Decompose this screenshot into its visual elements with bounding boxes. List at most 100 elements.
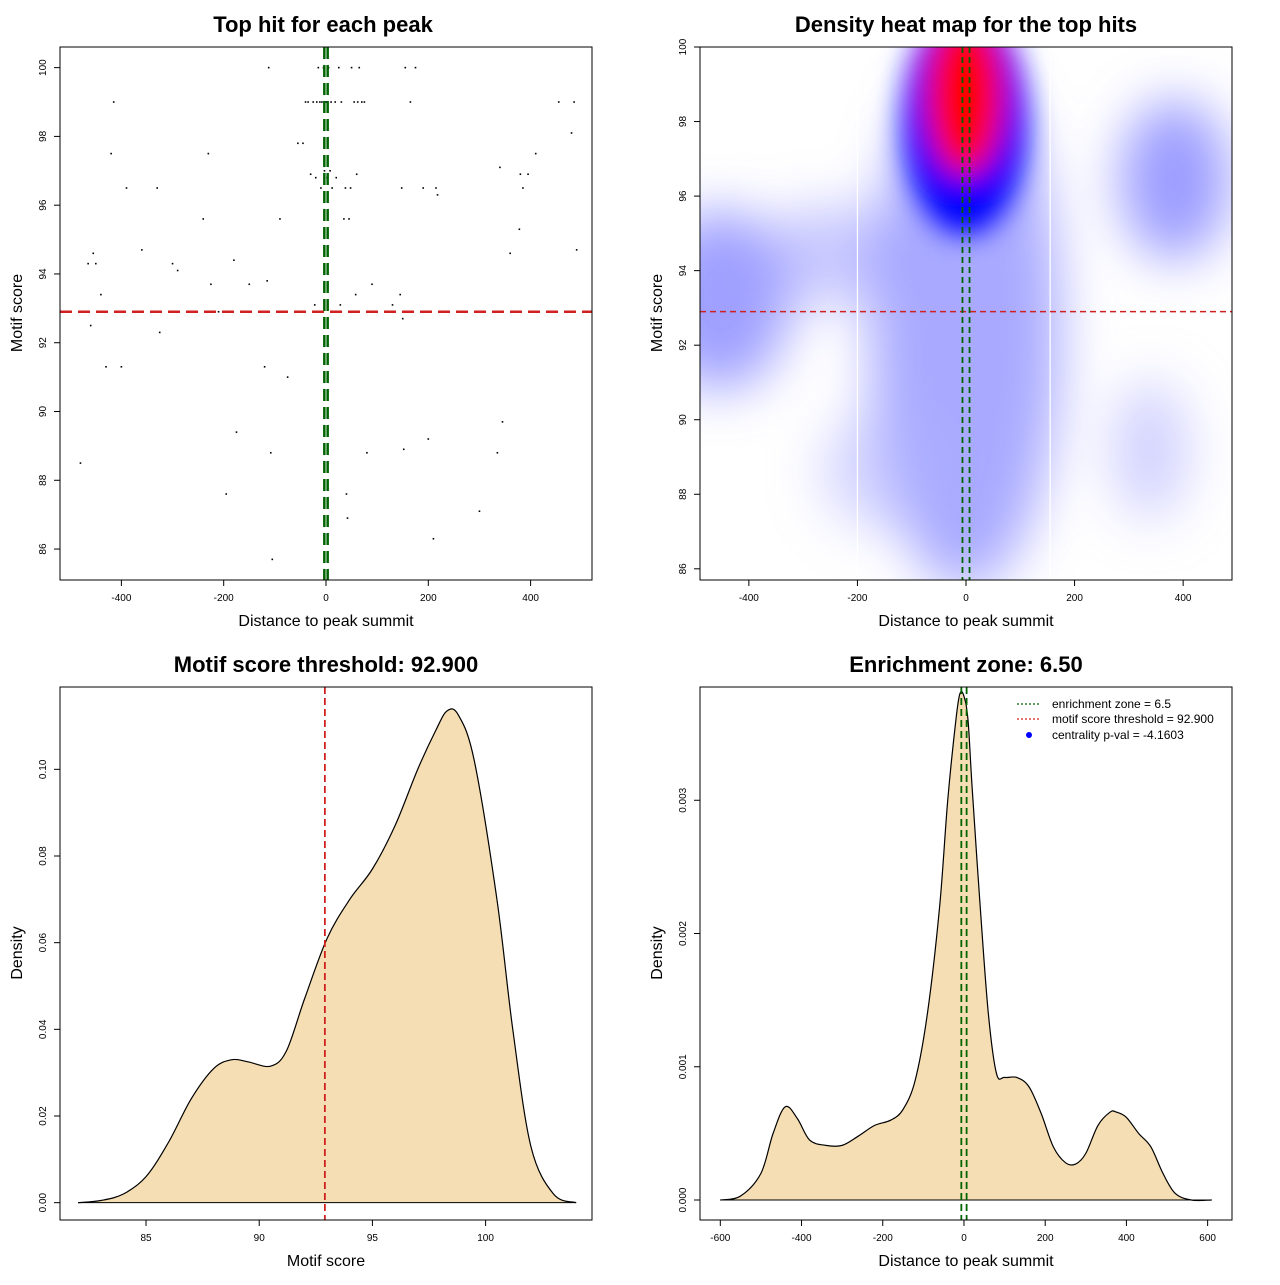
scatter-point: [345, 493, 348, 495]
y-tick-label: 0.002: [678, 921, 689, 946]
y-tick-label: 0.003: [678, 787, 689, 812]
scatter-point: [156, 187, 158, 189]
scatter-point: [315, 101, 318, 103]
distance-density-y-ticks: 0.000 0.001 0.002 0.003: [678, 787, 700, 1213]
scatter-point: [356, 101, 359, 103]
scatter-point: [312, 101, 315, 103]
score-density-marks: [78, 687, 577, 1220]
score-density-x-ticks: 85 90 95 100: [140, 1220, 494, 1244]
panel-heatmap: Density heat map for the top hits: [649, 12, 1233, 630]
scatter-point: [92, 252, 95, 255]
x-tick-label: 0: [961, 1233, 967, 1244]
scatter-y-ticks: 86 88 90 92 94 96 98 100: [38, 59, 60, 555]
x-tick-label: -400: [792, 1233, 812, 1244]
y-tick-label: 88: [38, 474, 49, 486]
scatter-point: [125, 187, 128, 189]
heatmap-title: Density heat map for the top hits: [795, 12, 1137, 37]
y-tick-label: 0.001: [678, 1054, 689, 1079]
x-tick-label: 400: [1118, 1233, 1135, 1244]
scatter-point: [358, 66, 361, 69]
y-tick-label: 86: [38, 543, 49, 555]
distance-density-marks: [720, 687, 1212, 1220]
y-tick-label: 0.00: [38, 1192, 49, 1212]
scatter-point: [267, 66, 270, 69]
y-tick-label: 92: [38, 337, 49, 349]
y-tick-label: 100: [38, 59, 49, 76]
x-tick-label: 400: [1175, 593, 1192, 604]
density-curve: [78, 708, 577, 1204]
scatter-point: [363, 101, 366, 103]
scatter-point: [313, 304, 316, 306]
scatter-point: [409, 101, 412, 103]
y-tick-label: 0.08: [38, 846, 49, 866]
scatter-point: [271, 558, 274, 561]
x-tick-label: 600: [1199, 1233, 1216, 1244]
scatter-point: [248, 283, 251, 286]
heatmap-density-blobs: [700, 70, 1230, 580]
legend-centrality-label: centrality p-val = -4.1603: [1052, 728, 1184, 742]
heat-blob-right-low: [1110, 380, 1190, 520]
x-tick-label: -200: [214, 593, 234, 604]
scatter-point: [522, 187, 524, 189]
scatter-point: [297, 142, 299, 145]
scatter-point: [235, 431, 238, 433]
x-tick-label: -600: [710, 1233, 730, 1244]
scatter-point: [534, 152, 537, 155]
scatter-point: [340, 101, 343, 103]
scatter-point: [335, 176, 338, 179]
x-tick-label: 200: [1037, 1233, 1054, 1244]
scatter-point: [321, 101, 323, 103]
scatter-point: [304, 101, 307, 103]
scatter-point: [317, 66, 320, 69]
heatmap-canvas: [700, 47, 1232, 580]
y-tick-label: 98: [678, 116, 689, 128]
scatter-point: [501, 421, 504, 423]
heatmap-x-label: Distance to peak summit: [878, 613, 1054, 630]
scatter-point: [95, 262, 97, 265]
scatter-plot-frame: [59, 46, 593, 581]
scatter-point: [427, 438, 430, 440]
x-tick-label: -200: [873, 1233, 893, 1244]
scatter-point: [120, 366, 123, 368]
distance-density-x-label: Distance to peak summit: [878, 1253, 1054, 1270]
scatter-point: [353, 101, 355, 103]
scatter-point: [323, 169, 326, 172]
scatter-point: [371, 283, 373, 286]
x-tick-label: 100: [477, 1233, 494, 1244]
scatter-point: [519, 173, 522, 176]
scatter-point: [202, 218, 205, 220]
scatter-point: [337, 66, 340, 69]
scatter-point: [496, 451, 499, 454]
y-tick-label: 98: [38, 130, 49, 142]
legend-enrichment-zone-label: enrichment zone = 6.5: [1052, 697, 1171, 711]
scatter-point: [176, 269, 179, 272]
scatter-point: [344, 187, 347, 189]
x-tick-label: 90: [254, 1233, 266, 1244]
scatter-point: [355, 173, 358, 176]
x-tick-label: -400: [111, 593, 131, 604]
scatter-point: [217, 310, 220, 313]
scatter-point: [350, 66, 353, 69]
scatter-point: [518, 228, 521, 231]
scatter-point: [478, 510, 481, 513]
heat-core-red: [927, 47, 1003, 175]
scatter-point: [314, 176, 317, 179]
score-density-x-label: Motif score: [287, 1253, 365, 1270]
scatter-point: [414, 66, 417, 69]
y-tick-label: 86: [678, 563, 689, 575]
scatter-point: [87, 262, 89, 265]
scatter-x-label: Distance to peak summit: [238, 613, 414, 630]
heat-blob-right: [1120, 100, 1230, 260]
scatter-point: [399, 293, 401, 296]
legend-centrality-marker: [1026, 732, 1032, 738]
scatter-point: [527, 173, 529, 176]
scatter-point: [570, 132, 573, 134]
heatmap-y-ticks: 86 88 90 92 94 96 98 100: [678, 38, 700, 574]
panel-distance-density: Enrichment zone: 6.50 -600 -400 -200 0 200 40…: [649, 652, 1233, 1270]
scatter-point: [349, 187, 352, 189]
scatter-point: [325, 101, 327, 103]
scatter-point: [348, 218, 350, 220]
scatter-point: [422, 187, 424, 189]
